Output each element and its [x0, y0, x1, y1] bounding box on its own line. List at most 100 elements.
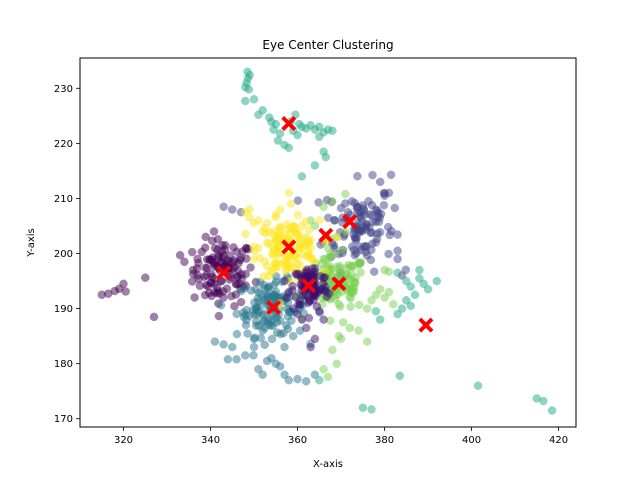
data-point — [280, 276, 289, 286]
data-point — [349, 283, 359, 292]
centroid-marker — [418, 317, 434, 333]
data-point — [306, 342, 315, 352]
data-point — [319, 315, 328, 324]
data-point — [389, 299, 398, 309]
data-point — [346, 294, 355, 303]
data-point — [393, 230, 402, 239]
data-point — [258, 227, 267, 236]
data-point — [384, 287, 394, 297]
data-point — [241, 351, 250, 360]
data-point — [393, 268, 402, 278]
x-tick-label: 320 — [114, 435, 133, 446]
data-point — [343, 208, 353, 217]
y-tick-label: 170 — [54, 414, 73, 425]
data-point — [315, 215, 324, 225]
data-point — [267, 334, 277, 344]
data-point — [415, 265, 424, 275]
data-point — [223, 355, 233, 364]
data-point — [315, 122, 324, 132]
data-point — [406, 282, 415, 291]
data-point — [180, 257, 189, 267]
data-point — [304, 225, 314, 235]
data-point — [275, 362, 285, 371]
data-point — [141, 273, 150, 282]
data-point — [335, 261, 345, 271]
data-point — [375, 177, 385, 187]
data-point — [261, 294, 271, 304]
y-tick-label: 200 — [54, 249, 73, 260]
data-point — [220, 245, 230, 254]
data-point — [269, 125, 278, 134]
data-point — [352, 204, 362, 213]
data-point — [249, 95, 259, 104]
data-point — [210, 243, 220, 253]
data-point — [201, 280, 211, 290]
data-point — [201, 263, 210, 273]
data-point — [216, 301, 226, 310]
data-point — [244, 85, 254, 94]
centroid-marker — [318, 227, 334, 243]
data-point — [246, 286, 256, 295]
data-point — [241, 229, 250, 239]
data-point — [254, 110, 263, 119]
data-point — [295, 119, 304, 129]
x-tick-label: 340 — [201, 435, 220, 446]
data-point — [222, 284, 232, 293]
centroids-layer — [216, 116, 434, 333]
data-point — [241, 96, 250, 106]
data-point — [320, 286, 329, 295]
centroid-marker — [281, 239, 297, 255]
data-point — [260, 340, 269, 350]
data-point — [337, 245, 346, 255]
data-point — [232, 329, 242, 339]
data-point — [217, 253, 227, 262]
data-point — [283, 324, 293, 334]
data-point — [360, 242, 369, 251]
data-point — [252, 321, 261, 330]
data-point — [262, 238, 272, 247]
data-point — [210, 337, 220, 346]
data-point — [371, 307, 381, 316]
data-point — [233, 266, 243, 276]
data-point — [275, 227, 285, 236]
data-point — [227, 291, 236, 301]
data-point — [366, 255, 376, 265]
data-point — [395, 371, 405, 381]
chart-title: Eye Center Clustering — [262, 38, 393, 52]
data-point — [410, 290, 420, 300]
data-point — [328, 126, 337, 135]
data-point — [295, 300, 305, 309]
data-point — [239, 312, 249, 322]
data-point — [355, 260, 364, 269]
y-axis-label: Y-axis — [26, 228, 37, 258]
data-point — [293, 210, 303, 220]
data-point — [345, 323, 355, 333]
centroid-marker — [342, 214, 358, 230]
data-point — [225, 251, 234, 260]
data-point — [310, 161, 320, 170]
data-point — [393, 254, 402, 264]
data-point — [249, 218, 259, 228]
x-tick-label: 360 — [288, 435, 307, 446]
data-point — [251, 305, 261, 315]
data-point — [310, 334, 320, 344]
data-point — [193, 254, 202, 264]
x-axis-ticks: 320 340 360 380 400 420 — [114, 427, 568, 446]
data-point — [338, 318, 348, 327]
data-point — [361, 219, 371, 228]
data-point — [188, 265, 198, 275]
data-point — [284, 143, 294, 153]
data-point — [280, 342, 289, 352]
data-point — [362, 304, 372, 313]
x-axis-label: X-axis — [313, 459, 343, 470]
data-point — [328, 196, 337, 206]
data-point — [286, 199, 296, 209]
centroid-marker — [216, 265, 232, 281]
data-point — [384, 188, 394, 198]
data-point — [284, 375, 294, 385]
data-point — [335, 302, 345, 311]
data-point — [241, 320, 251, 330]
data-point — [362, 337, 372, 346]
data-point — [334, 331, 344, 341]
data-point — [330, 216, 340, 225]
